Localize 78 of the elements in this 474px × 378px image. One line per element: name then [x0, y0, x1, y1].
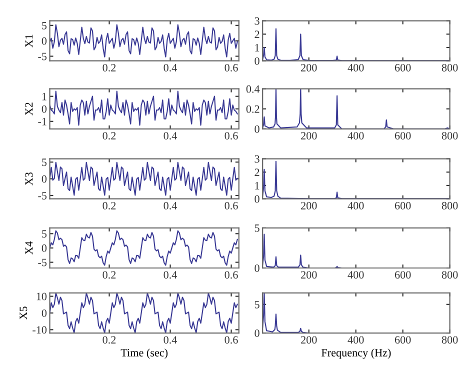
x-tick-label: 800: [442, 132, 458, 140]
x-tick-label: 400: [348, 336, 364, 344]
y-tick-label: 3: [254, 17, 260, 25]
x-tick-label: 600: [394, 64, 411, 72]
y-axis-title: X1: [25, 34, 33, 48]
line-series: [50, 292, 238, 334]
x-tick-label: 0.6: [224, 271, 238, 279]
x-tick-label: 400: [348, 64, 364, 72]
x-tick-label: 200: [301, 336, 317, 344]
y-tick-label: 0: [42, 175, 47, 183]
y-tick-label: 0: [254, 264, 260, 272]
y-tick-label: 5: [254, 224, 260, 232]
x-tick-label: 400: [348, 132, 364, 140]
y-axis-title: X5: [20, 306, 28, 320]
x-tick-label: 600: [394, 202, 411, 210]
x-tick-label: 200: [301, 202, 317, 210]
x-tick-label: 0.4: [164, 132, 178, 140]
y-tick-label: 5: [254, 300, 260, 308]
x-tick-label: 0.6: [224, 202, 238, 210]
y-tick-label: 2: [254, 30, 260, 38]
y-tick-label: -1: [38, 118, 46, 126]
y-tick-label: 1: [255, 182, 260, 190]
y-tick-label: -5: [38, 258, 47, 266]
line-series: [50, 90, 238, 126]
y-axis-title: X4: [25, 241, 33, 255]
y-tick-label: -5: [38, 192, 47, 200]
x-tick-label: 200: [301, 271, 317, 279]
y-tick-label: 5: [42, 22, 47, 30]
y-tick-label: 0: [42, 37, 47, 45]
y-tick-label: 0.2: [246, 105, 260, 113]
y-tick-label: -5: [38, 52, 47, 60]
x-tick-label: 800: [442, 271, 458, 279]
y-axis-title: X3: [25, 172, 33, 186]
y-tick-label: 0.4: [246, 85, 260, 93]
x-tick-label: 0.2: [102, 336, 116, 344]
x-tick-label: 600: [394, 336, 411, 344]
x-tick-label: 0.2: [102, 64, 116, 72]
x-tick-label: 0.2: [102, 271, 116, 279]
x-tick-label: 0.4: [164, 64, 178, 72]
y-tick-label: 0: [42, 244, 47, 252]
y-tick-label: 10: [36, 292, 47, 300]
x-axis-title: Time (sec): [120, 348, 168, 359]
y-tick-label: -10: [32, 326, 47, 334]
x-axis-title: Frequency (Hz): [322, 348, 391, 359]
y-tick-label: 1: [42, 92, 46, 100]
y-tick-label: 5: [42, 158, 47, 166]
x-tick-label: 400: [348, 202, 364, 210]
y-tick-label: 0: [254, 57, 260, 65]
y-tick-label: 0: [254, 195, 260, 203]
line-series: [50, 24, 238, 58]
x-tick-label: 0.6: [224, 336, 238, 344]
x-tick-label: 800: [442, 202, 458, 210]
x-tick-label: 600: [394, 271, 411, 279]
x-tick-label: 200: [301, 64, 317, 72]
y-tick-label: 0: [42, 105, 47, 113]
y-tick-label: 3: [254, 155, 260, 163]
x-tick-label: 600: [394, 132, 411, 140]
x-tick-label: 800: [442, 336, 458, 344]
line-series: [50, 162, 238, 196]
x-tick-label: 200: [301, 132, 317, 140]
line-series: [262, 160, 450, 199]
x-tick-label: 0.6: [224, 64, 238, 72]
y-tick-label: 0: [42, 309, 47, 317]
line-series: [50, 230, 238, 266]
y-tick-label: 0: [254, 125, 260, 133]
y-axis-title: X2: [25, 102, 33, 116]
x-tick-label: 0.2: [102, 202, 116, 210]
x-tick-label: 0.4: [164, 336, 178, 344]
x-tick-label: 0.2: [102, 132, 116, 140]
y-tick-label: 5: [42, 230, 47, 238]
y-tick-label: 2: [254, 168, 260, 176]
x-tick-label: 0.4: [164, 271, 178, 279]
x-tick-label: 0.6: [224, 132, 238, 140]
x-tick-label: 400: [348, 271, 364, 279]
x-tick-label: 0.4: [164, 202, 178, 210]
y-tick-label: 1: [255, 44, 260, 52]
y-tick-label: 0: [254, 329, 260, 337]
x-tick-label: 800: [442, 64, 458, 72]
